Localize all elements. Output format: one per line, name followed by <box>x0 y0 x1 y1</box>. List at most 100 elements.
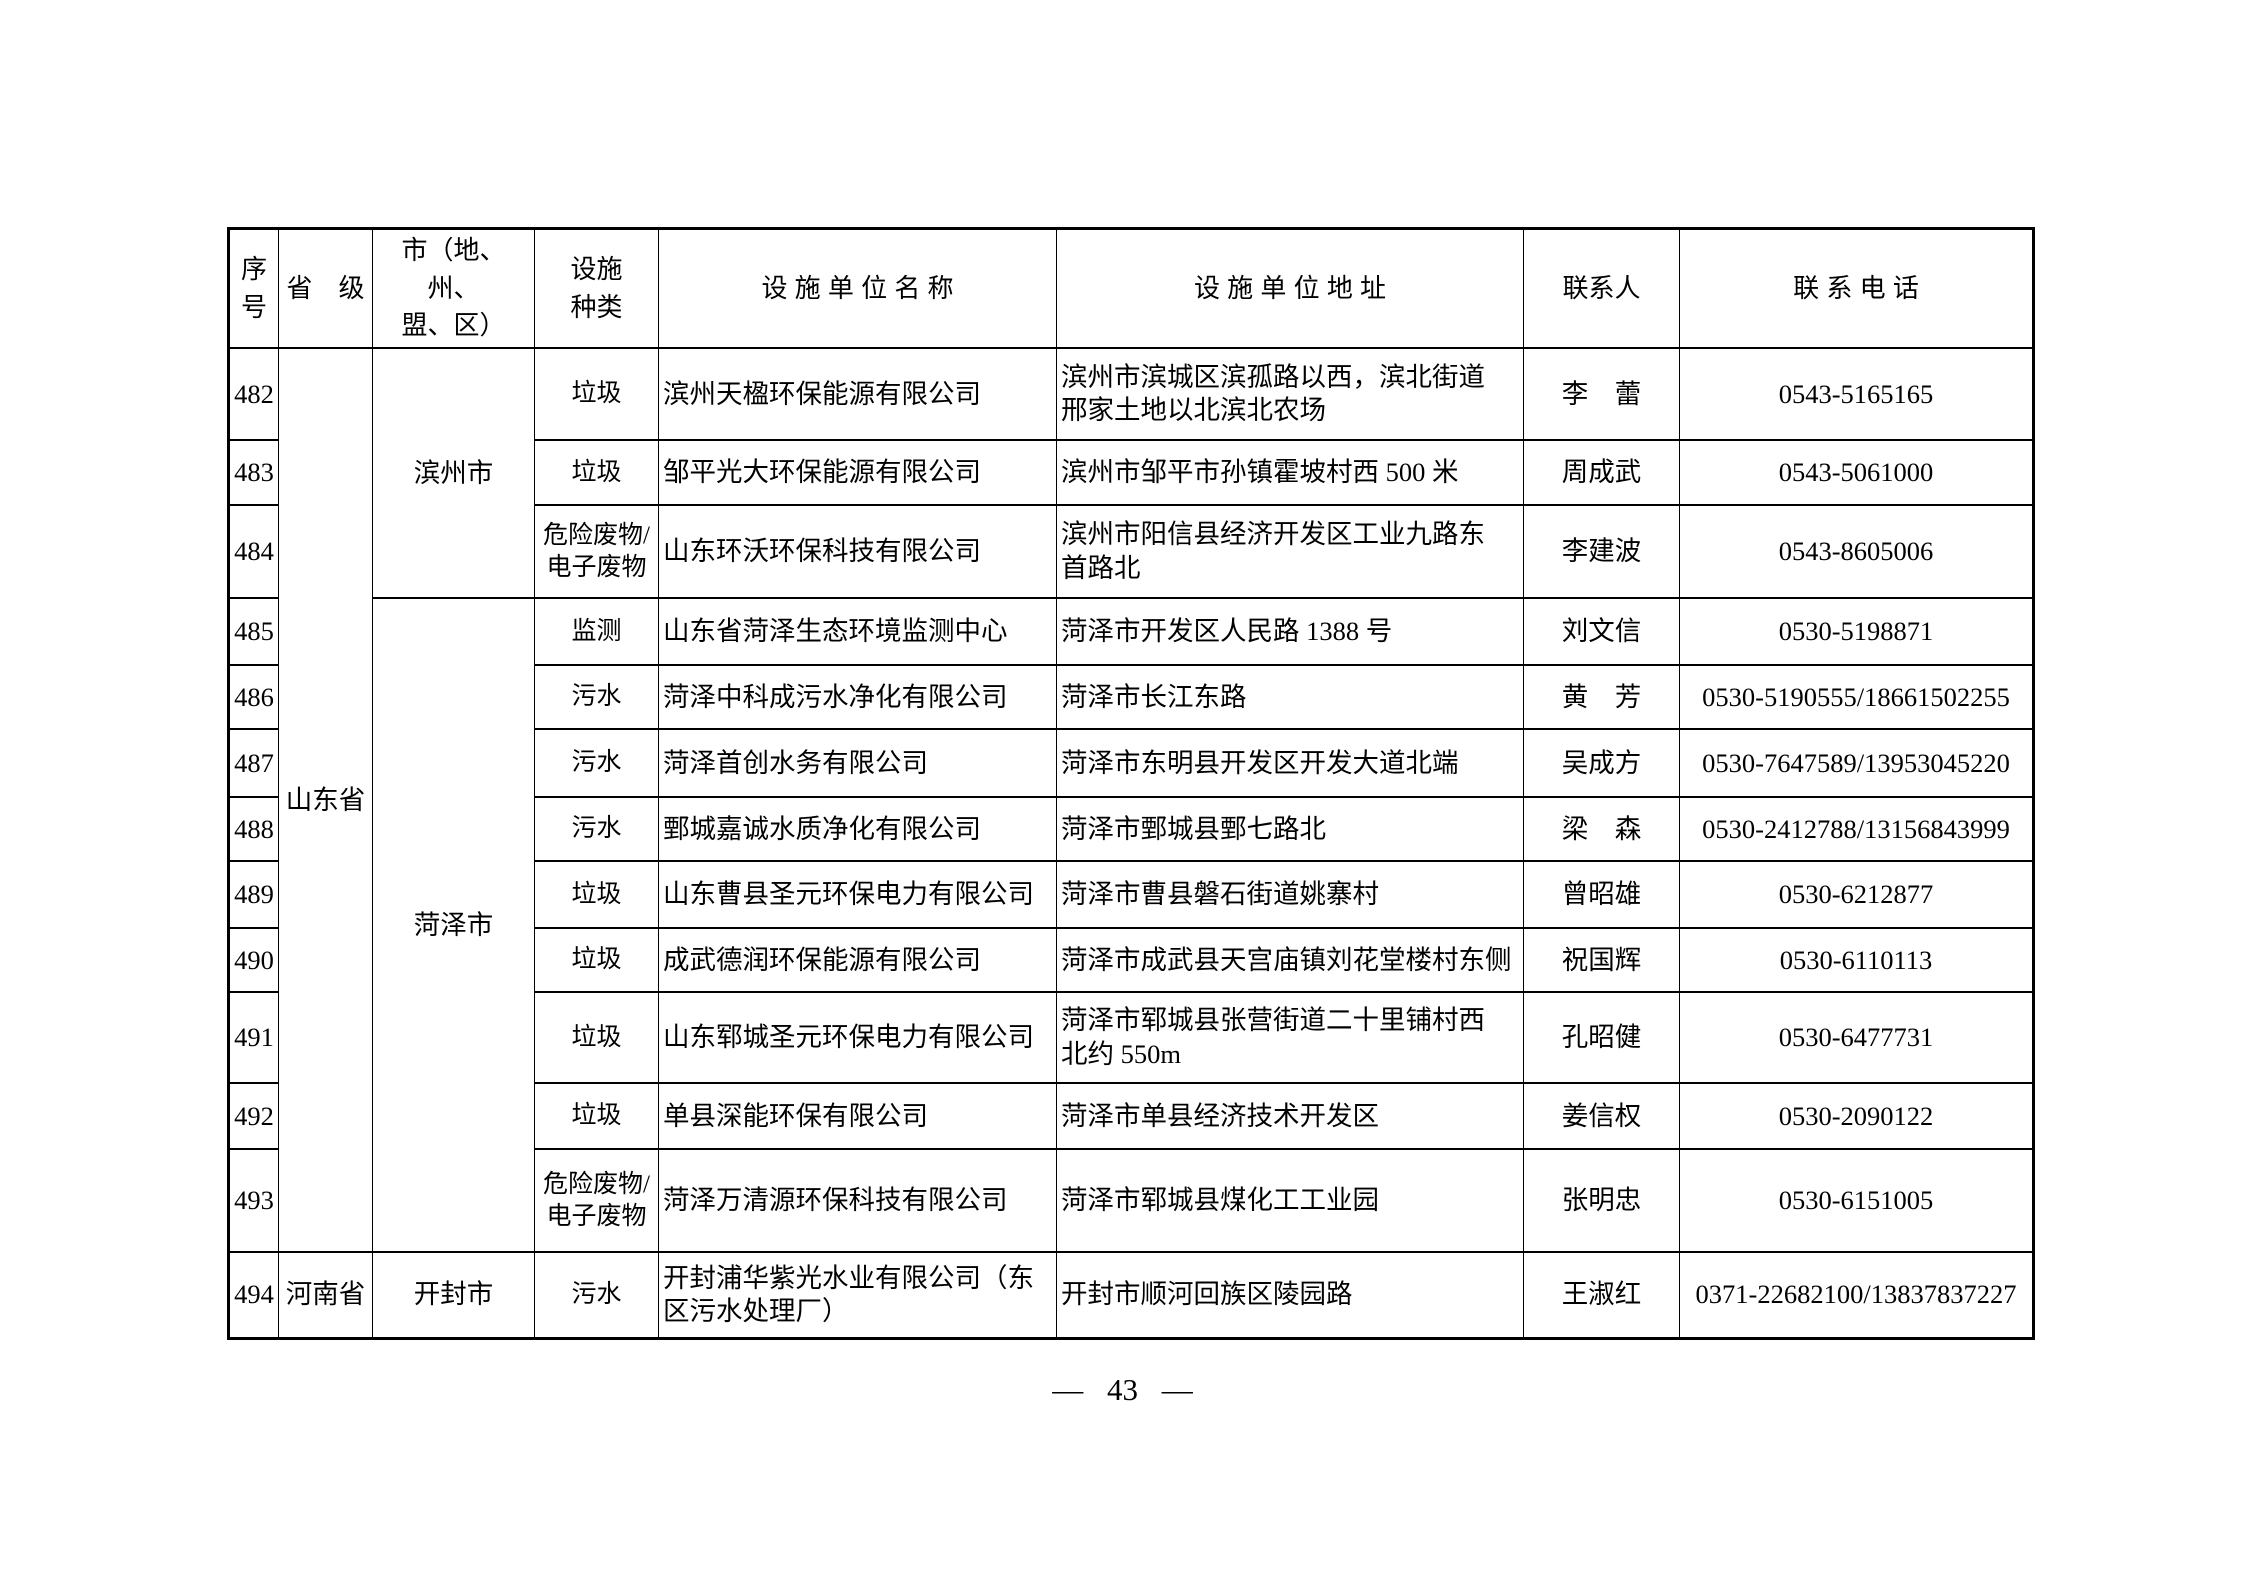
facility-type-cell: 垃圾 <box>534 927 659 994</box>
contact-phone-cell: 0543-5165165 <box>1679 347 2034 442</box>
facility-address-cell: 菏泽市长江东路 <box>1056 664 1524 731</box>
table-row: 485 菏泽市 监测 山东省菏泽生态环境监测中心 菏泽市开发区人民路 1388 号刘文信… <box>228 597 2034 1254</box>
contact-person-cell: 王淑红 <box>1523 1251 1680 1340</box>
contact-phone-cell: 0530-6477731 <box>1679 991 2034 1085</box>
serial-number-cell: 486 <box>228 664 279 731</box>
facility-name-cell: 山东曹县圣元环保电力有限公司 <box>658 860 1057 930</box>
column-header-4: 设 施 单 位 名 称 <box>658 227 1057 350</box>
contact-person-cell: 黄 芳 <box>1523 664 1680 731</box>
serial-number-cell: 482 <box>228 347 279 442</box>
contact-phone-cell: 0530-6110113 <box>1679 927 2034 994</box>
column-header-1: 省 级 <box>278 227 373 350</box>
serial-number-cell: 490 <box>228 927 279 994</box>
column-header-2: 市（地、州、 盟、区） <box>372 227 535 350</box>
facility-name-cell: 菏泽万清源环保科技有限公司 <box>658 1148 1057 1254</box>
serial-number-cell: 488 <box>228 796 279 863</box>
contact-phone-cell: 0530-5190555/18661502255 <box>1679 664 2034 731</box>
facility-address-cell: 菏泽市郓城县张营街道二十里铺村西 北约 550m <box>1056 991 1524 1085</box>
facility-name-cell: 邹平光大环保能源有限公司 <box>658 439 1057 507</box>
serial-number-cell: 494 <box>228 1251 279 1340</box>
table-row: 484 危险废物/ 电子废物 山东环沃环保科技有限公司 滨州市阳信县经济开发区工业九路… <box>228 504 2034 600</box>
facility-address-cell: 菏泽市东明县开发区开发大道北端 <box>1056 728 1524 799</box>
contact-phone-cell: 0530-7647589/13953045220 <box>1679 728 2034 799</box>
table-row: 489 垃圾 山东曹县圣元环保电力有限公司 菏泽市曹县磐石街道姚寨村 曾昭雄 0530-6… <box>228 860 2034 930</box>
serial-number-cell: 492 <box>228 1082 279 1151</box>
serial-number-cell: 484 <box>228 504 279 600</box>
facility-name-cell: 滨州天楹环保能源有限公司 <box>658 347 1057 442</box>
province-cell: 山东省 <box>278 347 373 1254</box>
contact-person-cell: 李 蕾 <box>1523 347 1680 442</box>
column-header-3: 设施 种类 <box>534 227 659 350</box>
facility-name-cell: 菏泽首创水务有限公司 <box>658 728 1057 799</box>
facility-type-cell: 垃圾 <box>534 1082 659 1151</box>
page-number: — 43 — <box>1052 1372 1193 1407</box>
facility-address-cell: 滨州市邹平市孙镇霍坡村西 500 米 <box>1056 439 1524 507</box>
city-cell: 菏泽市 <box>372 597 535 1254</box>
contact-person-cell: 祝国辉 <box>1523 927 1680 994</box>
facility-type-cell: 危险废物/ 电子废物 <box>534 504 659 600</box>
facility-address-cell: 菏泽市单县经济技术开发区 <box>1056 1082 1524 1151</box>
table-header: 序 号省 级市（地、州、 盟、区） 设施 种类设 施 单 位 名 称设 施 单 位… <box>228 227 2034 350</box>
contact-phone-cell: 0530-6151005 <box>1679 1148 2034 1254</box>
facility-type-cell: 污水 <box>534 796 659 863</box>
contact-person-cell: 孔昭健 <box>1523 991 1680 1085</box>
facility-address-cell: 滨州市滨城区滨孤路以西，滨北街道 邢家土地以北滨北农场 <box>1056 347 1524 442</box>
serial-number-cell: 491 <box>228 991 279 1085</box>
city-cell: 滨州市 <box>372 347 535 600</box>
serial-number-cell: 485 <box>228 597 279 667</box>
facility-table: 序 号省 级市（地、州、 盟、区） 设施 种类设 施 单 位 名 称设 施 单 位… <box>227 227 2035 1340</box>
contact-person-cell: 周成武 <box>1523 439 1680 507</box>
facility-address-cell: 菏泽市开发区人民路 1388 号 <box>1056 597 1524 667</box>
table-row: 486 污水 菏泽中科成污水净化有限公司 菏泽市长江东路黄 芳 0530-5190555… <box>228 664 2034 731</box>
facility-name-cell: 鄄城嘉诚水质净化有限公司 <box>658 796 1057 863</box>
table-row: 483 垃圾 邹平光大环保能源有限公司 滨州市邹平市孙镇霍坡村西 500 米周成武 05… <box>228 439 2034 507</box>
facility-name-cell: 单县深能环保有限公司 <box>658 1082 1057 1151</box>
facility-name-cell: 成武德润环保能源有限公司 <box>658 927 1057 994</box>
contact-person-cell: 张明忠 <box>1523 1148 1680 1254</box>
serial-number-cell: 487 <box>228 728 279 799</box>
facility-address-cell: 菏泽市曹县磐石街道姚寨村 <box>1056 860 1524 930</box>
contact-phone-cell: 0371-22682100/13837837227 <box>1679 1251 2034 1340</box>
table-row: 492 垃圾 单县深能环保有限公司 菏泽市单县经济技术开发区 姜信权 0530-20901… <box>228 1082 2034 1151</box>
facility-name-cell: 开封浦华紫光水业有限公司（东 区污水处理厂） <box>658 1251 1057 1340</box>
facility-name-cell: 菏泽中科成污水净化有限公司 <box>658 664 1057 731</box>
facility-address-cell: 菏泽市鄄城县鄄七路北 <box>1056 796 1524 863</box>
facility-address-cell: 菏泽市成武县天宫庙镇刘花堂楼村东侧 <box>1056 927 1524 994</box>
contact-phone-cell: 0543-8605006 <box>1679 504 2034 600</box>
facility-type-cell: 危险废物/ 电子废物 <box>534 1148 659 1254</box>
contact-person-cell: 曾昭雄 <box>1523 860 1680 930</box>
contact-phone-cell: 0530-2412788/13156843999 <box>1679 796 2034 863</box>
table-row: 494 河南省 开封市 污水 开封浦华紫光水业有限公司（东 区污水处理厂） 开封市顺河回族… <box>228 1251 2034 1340</box>
facility-address-cell: 开封市顺河回族区陵园路 <box>1056 1251 1524 1340</box>
column-header-6: 联系人 <box>1523 227 1680 350</box>
table-row: 493 危险废物/ 电子废物 菏泽万清源环保科技有限公司 菏泽市郓城县煤化工工业园 张明… <box>228 1148 2034 1254</box>
table-row: 487 污水 菏泽首创水务有限公司 菏泽市东明县开发区开发大道北端 吴成方 0530-76… <box>228 728 2034 799</box>
contact-person-cell: 李建波 <box>1523 504 1680 600</box>
table-header-row: 序 号省 级市（地、州、 盟、区） 设施 种类设 施 单 位 名 称设 施 单 位… <box>228 227 2034 350</box>
facility-type-cell: 污水 <box>534 664 659 731</box>
column-header-0: 序 号 <box>228 227 279 350</box>
contact-person-cell: 刘文信 <box>1523 597 1680 667</box>
table-row: 488 污水 鄄城嘉诚水质净化有限公司 菏泽市鄄城县鄄七路北梁 森 0530-24127… <box>228 796 2034 863</box>
serial-number-cell: 483 <box>228 439 279 507</box>
contact-phone-cell: 0530-6212877 <box>1679 860 2034 930</box>
facility-type-cell: 垃圾 <box>534 860 659 930</box>
column-header-5: 设 施 单 位 地 址 <box>1056 227 1524 350</box>
column-header-7: 联 系 电 话 <box>1679 227 2034 350</box>
facility-name-cell: 山东省菏泽生态环境监测中心 <box>658 597 1057 667</box>
contact-phone-cell: 0543-5061000 <box>1679 439 2034 507</box>
contact-person-cell: 吴成方 <box>1523 728 1680 799</box>
city-cell: 开封市 <box>372 1251 535 1340</box>
table-row: 491 垃圾 山东郓城圣元环保电力有限公司 菏泽市郓城县张营街道二十里铺村西 北约 5… <box>228 991 2034 1085</box>
facility-type-cell: 污水 <box>534 1251 659 1340</box>
facility-name-cell: 山东环沃环保科技有限公司 <box>658 504 1057 600</box>
table-row: 490 垃圾 成武德润环保能源有限公司 菏泽市成武县天宫庙镇刘花堂楼村东侧 祝国辉 053… <box>228 927 2034 994</box>
facility-address-cell: 菏泽市郓城县煤化工工业园 <box>1056 1148 1524 1254</box>
facility-type-cell: 监测 <box>534 597 659 667</box>
facility-address-cell: 滨州市阳信县经济开发区工业九路东 首路北 <box>1056 504 1524 600</box>
contact-phone-cell: 0530-2090122 <box>1679 1082 2034 1151</box>
serial-number-cell: 489 <box>228 860 279 930</box>
facility-type-cell: 垃圾 <box>534 439 659 507</box>
contact-phone-cell: 0530-5198871 <box>1679 597 2034 667</box>
